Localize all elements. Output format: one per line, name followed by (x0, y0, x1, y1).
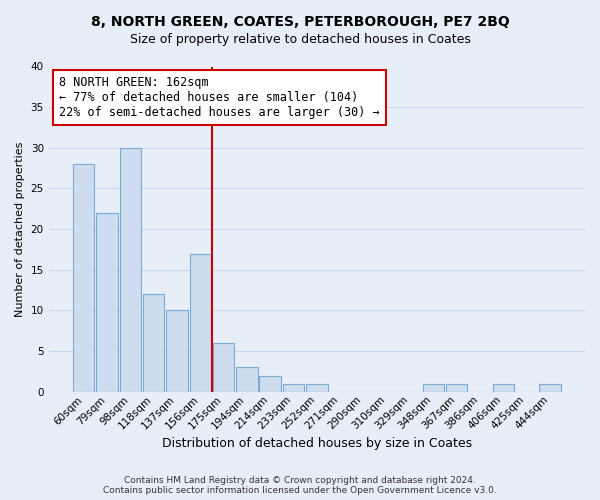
Y-axis label: Number of detached properties: Number of detached properties (15, 142, 25, 317)
Bar (119, 148, 141, 392)
Text: 8 NORTH GREEN: 162sqm
← 77% of detached houses are smaller (104)
22% of semi-det: 8 NORTH GREEN: 162sqm ← 77% of detached … (59, 76, 380, 120)
Text: 8, NORTH GREEN, COATES, PETERBOROUGH, PE7 2BQ: 8, NORTH GREEN, COATES, PETERBOROUGH, PE… (91, 15, 509, 29)
Bar (73, 164, 94, 392)
Bar (97, 213, 118, 392)
Bar (236, 368, 257, 392)
Bar (446, 384, 467, 392)
Bar (493, 384, 514, 392)
Text: Size of property relative to detached houses in Coates: Size of property relative to detached ho… (130, 32, 470, 46)
Bar (259, 376, 281, 392)
Bar (422, 384, 444, 392)
Bar (190, 254, 211, 392)
X-axis label: Distribution of detached houses by size in Coates: Distribution of detached houses by size … (162, 437, 472, 450)
Bar (283, 384, 304, 392)
Bar (539, 384, 560, 392)
Bar (166, 310, 188, 392)
Text: Contains HM Land Registry data © Crown copyright and database right 2024.
Contai: Contains HM Land Registry data © Crown c… (103, 476, 497, 495)
Bar (143, 294, 164, 392)
Bar (306, 384, 328, 392)
Bar (213, 343, 235, 392)
